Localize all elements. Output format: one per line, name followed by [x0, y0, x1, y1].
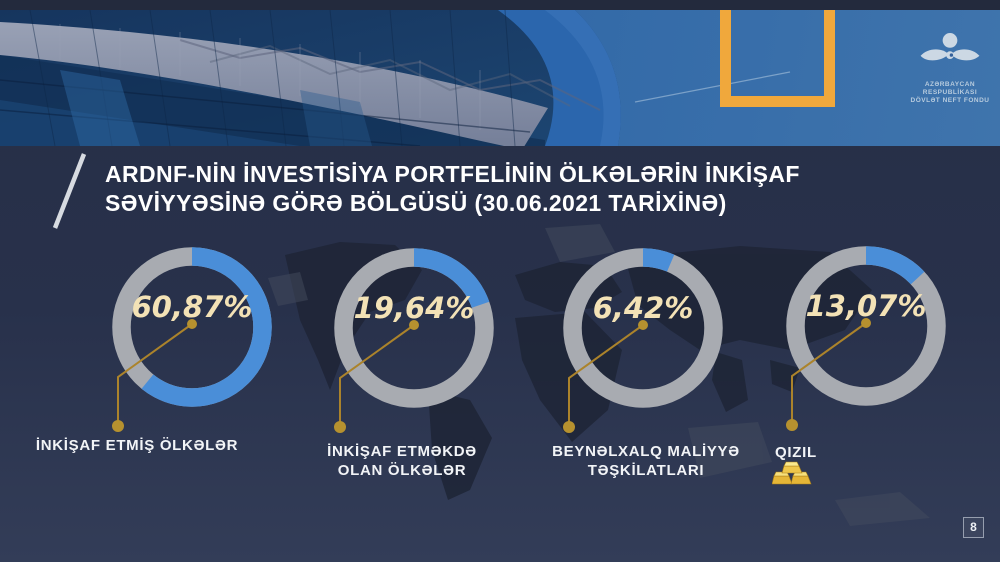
donut-value-label: 6,42% [593, 291, 694, 325]
building-photo-graphic [0, 10, 791, 146]
donut-category-label: İNKİŞAF ETMƏKDƏ OLAN ÖLKƏLƏR [327, 443, 477, 479]
callout-line [791, 322, 867, 425]
contrail [634, 71, 791, 103]
orange-frame-decoration [720, 10, 835, 107]
top-edge-bar [0, 0, 1000, 10]
page-title-line2: SƏVİYYƏSİNƏ GÖRƏ BÖLGÜSÜ (30.06.2021 TAR… [105, 190, 727, 216]
donut-category-label: İNKİŞAF ETMİŞ ÖLKƏLƏR [35, 437, 239, 454]
donut-chart: 13,07% [786, 246, 946, 431]
logo-org-line1: AZƏRBAYCAN RESPUBLİKASI [922, 81, 978, 96]
donut-value-arc [786, 246, 946, 406]
footer-bar-light-orange [252, 549, 1000, 562]
donut-value-label: 13,07% [806, 289, 927, 323]
sofaz-logo: AZƏRBAYCAN RESPUBLİKASI DÖVLƏT NEFT FOND… [897, 32, 1000, 105]
callout-line [339, 324, 415, 427]
callout-line [568, 324, 644, 427]
page-title: ARDNF-NİN İNVESTİSİYA PORTFELİNİN ÖLKƏLƏ… [105, 160, 865, 218]
donut-value-label: 19,64% [354, 291, 475, 325]
page-number-badge: 8 [963, 517, 984, 538]
title-block: ARDNF-NİN İNVESTİSİYA PORTFELİNİN ÖLKƏLƏ… [0, 146, 1000, 236]
callout-dot-start [861, 318, 871, 328]
callout-dot-end [112, 420, 124, 432]
donut-chart: 60,87% [112, 247, 272, 432]
gold-bars-icon [772, 461, 812, 485]
page-title-line1: ARDNF-NİN İNVESTİSİYA PORTFELİNİN ÖLKƏLƏ… [105, 161, 800, 187]
callout-dot-end [563, 421, 575, 433]
donut-value-label: 60,87% [132, 290, 253, 324]
donut-value-arc [112, 247, 272, 407]
callout-dot-start [638, 320, 648, 330]
title-slash-icon [52, 153, 87, 229]
donut-value-arc [563, 248, 723, 408]
donut-category-label: QIZIL [775, 444, 817, 461]
sofaz-emblem-icon [920, 33, 980, 61]
donut-category-label: BEYNƏLXALQ MALİYYƏ TƏŞKİLATLARI [552, 443, 740, 479]
callout-dot-start [187, 319, 197, 329]
callout-dot-end [334, 421, 346, 433]
donut-chart: 19,64% [334, 248, 494, 433]
callout-line [117, 323, 193, 426]
logo-org-line2: DÖVLƏT NEFT FONDU [910, 97, 990, 104]
donut-value-arc [334, 248, 494, 408]
callout-dot-start [409, 320, 419, 330]
donut-chart: 6,42% [563, 248, 723, 433]
callout-dot-end [786, 419, 798, 431]
